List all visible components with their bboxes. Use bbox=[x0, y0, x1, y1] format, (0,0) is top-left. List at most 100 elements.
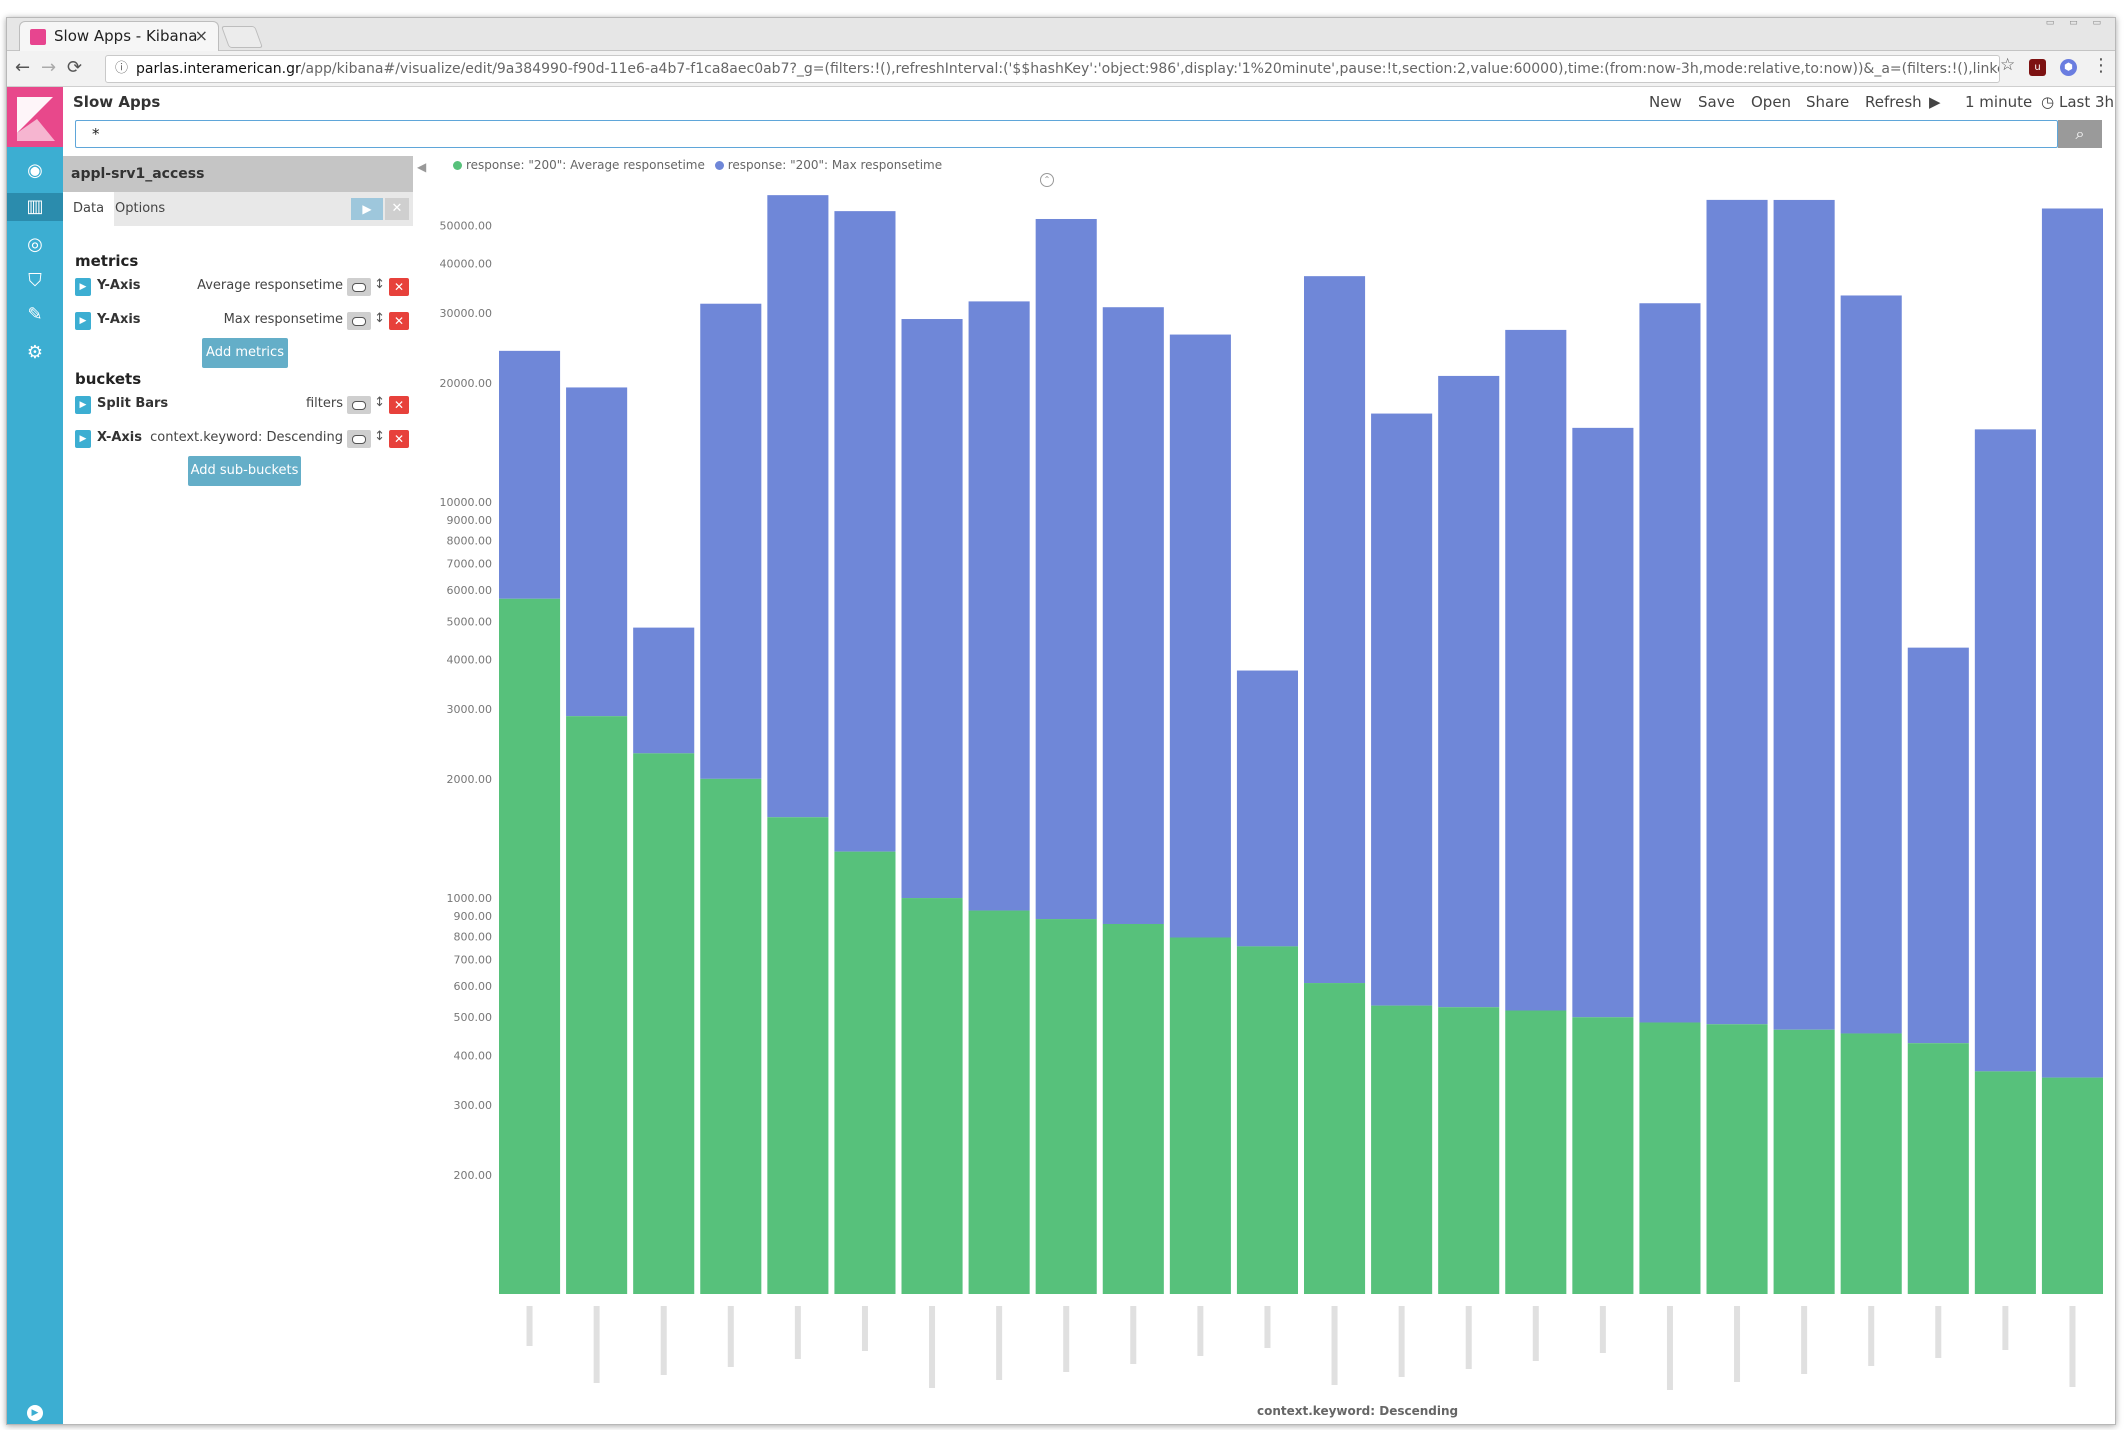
extension-icon[interactable]: ⬢ bbox=[2060, 59, 2077, 76]
drag-handle-icon[interactable]: ↕ bbox=[374, 277, 385, 292]
collapse-nav-icon[interactable]: ▶ bbox=[27, 1405, 43, 1421]
save-button[interactable]: Save bbox=[1698, 93, 1735, 111]
forward-icon[interactable]: → bbox=[41, 57, 57, 78]
toggle-icon[interactable] bbox=[347, 430, 371, 448]
bar-max-responsetime[interactable] bbox=[1035, 218, 1097, 920]
bar-average-responsetime[interactable] bbox=[1236, 946, 1298, 1294]
menu-icon[interactable]: ⋮ bbox=[2092, 55, 2110, 76]
tab-close-icon[interactable]: × bbox=[194, 26, 208, 45]
refresh-button[interactable]: Refresh bbox=[1865, 93, 1922, 111]
bar-max-responsetime[interactable] bbox=[1840, 295, 1902, 1034]
bar-max-responsetime[interactable] bbox=[2041, 208, 2103, 1078]
bar-average-responsetime[interactable] bbox=[1102, 923, 1164, 1294]
bar-max-responsetime[interactable] bbox=[1102, 307, 1164, 924]
bar-average-responsetime[interactable] bbox=[1907, 1043, 1969, 1294]
bucket-agg-row[interactable]: ▶ X-Axis context.keyword: Descending ↕ ✕ bbox=[75, 428, 409, 450]
bar-max-responsetime[interactable] bbox=[901, 319, 963, 899]
new-tab-button[interactable] bbox=[220, 26, 264, 48]
bar-max-responsetime[interactable] bbox=[633, 627, 695, 754]
bar-max-responsetime[interactable] bbox=[1773, 199, 1835, 1030]
drag-handle-icon[interactable]: ↕ bbox=[374, 429, 385, 444]
bucket-agg-row[interactable]: ▶ Split Bars filters ↕ ✕ bbox=[75, 394, 409, 416]
metric-agg-row[interactable]: ▶ Y-Axis Average responsetime ↕ ✕ bbox=[75, 276, 409, 298]
bar-average-responsetime[interactable] bbox=[834, 851, 896, 1294]
open-button[interactable]: Open bbox=[1751, 93, 1792, 111]
apply-changes-button[interactable]: ▶ bbox=[351, 198, 383, 220]
bar-average-responsetime[interactable] bbox=[1572, 1017, 1634, 1294]
query-input[interactable]: * bbox=[75, 120, 2058, 148]
toggle-icon[interactable] bbox=[347, 396, 371, 414]
bar-max-responsetime[interactable] bbox=[1706, 199, 1768, 1025]
bar-max-responsetime[interactable] bbox=[1907, 647, 1969, 1044]
url-field[interactable]: ⓘ parlas.interamerican.gr/app/kibana#/vis… bbox=[105, 55, 2000, 83]
back-icon[interactable]: ← bbox=[15, 57, 31, 78]
bar-max-responsetime[interactable] bbox=[1438, 375, 1500, 1008]
bar-max-responsetime[interactable] bbox=[968, 301, 1030, 911]
reload-icon[interactable]: ⟳ bbox=[67, 57, 83, 78]
ublock-icon[interactable]: u bbox=[2029, 59, 2046, 76]
bar-average-responsetime[interactable] bbox=[1974, 1071, 2036, 1294]
play-icon[interactable]: ▶ bbox=[1929, 93, 1941, 111]
legend-item-average[interactable]: response: "200": Average responsetime bbox=[453, 158, 705, 172]
bar-max-responsetime[interactable] bbox=[767, 195, 829, 818]
browser-tab[interactable]: Slow Apps - Kibana × bbox=[19, 21, 219, 51]
bar-average-responsetime[interactable] bbox=[767, 817, 829, 1294]
bar-average-responsetime[interactable] bbox=[1706, 1024, 1768, 1294]
bar-average-responsetime[interactable] bbox=[1371, 1005, 1433, 1294]
bar-max-responsetime[interactable] bbox=[499, 350, 561, 599]
visualize-icon[interactable]: ▥ bbox=[7, 193, 63, 221]
bar-max-responsetime[interactable] bbox=[1304, 276, 1366, 984]
bar-average-responsetime[interactable] bbox=[1304, 983, 1366, 1294]
bar-max-responsetime[interactable] bbox=[1236, 670, 1298, 947]
remove-icon[interactable]: ✕ bbox=[389, 430, 409, 448]
add-sub-buckets-button[interactable]: Add sub-buckets bbox=[188, 456, 301, 486]
bar-max-responsetime[interactable] bbox=[834, 211, 896, 852]
bar-average-responsetime[interactable] bbox=[968, 910, 1030, 1294]
search-icon[interactable]: ⌕ bbox=[2058, 120, 2102, 148]
expand-icon[interactable]: ▶ bbox=[75, 312, 91, 330]
bar-average-responsetime[interactable] bbox=[499, 598, 561, 1294]
drag-handle-icon[interactable]: ↕ bbox=[374, 311, 385, 326]
window-controls[interactable]: ▭ ▭ ▭ bbox=[2045, 18, 2107, 28]
bar-average-responsetime[interactable] bbox=[1169, 937, 1231, 1294]
drag-handle-icon[interactable]: ↕ bbox=[374, 395, 385, 410]
remove-icon[interactable]: ✕ bbox=[389, 278, 409, 296]
expand-icon[interactable]: ▶ bbox=[75, 278, 91, 296]
bar-average-responsetime[interactable] bbox=[700, 778, 762, 1294]
timelion-icon[interactable]: ⛉ bbox=[28, 270, 42, 291]
bar-max-responsetime[interactable] bbox=[1572, 427, 1634, 1018]
bar-max-responsetime[interactable] bbox=[1371, 413, 1433, 1006]
bar-average-responsetime[interactable] bbox=[1840, 1033, 1902, 1294]
star-icon[interactable]: ☆ bbox=[2000, 55, 2016, 75]
tab-options[interactable]: Options bbox=[115, 201, 166, 216]
bar-average-responsetime[interactable] bbox=[1438, 1007, 1500, 1294]
collapse-editor-icon[interactable]: ◀ bbox=[417, 160, 427, 174]
new-button[interactable]: New bbox=[1649, 93, 1682, 111]
bar-average-responsetime[interactable] bbox=[901, 898, 963, 1294]
timerange-picker[interactable]: Last 3h bbox=[2059, 93, 2115, 111]
toggle-icon[interactable] bbox=[347, 278, 371, 296]
bar-max-responsetime[interactable] bbox=[1169, 334, 1231, 938]
tab-data[interactable]: Data bbox=[63, 192, 115, 226]
metric-agg-row[interactable]: ▶ Y-Axis Max responsetime ↕ ✕ bbox=[75, 310, 409, 332]
share-button[interactable]: Share bbox=[1806, 93, 1850, 111]
bar-average-responsetime[interactable] bbox=[1773, 1029, 1835, 1294]
bar-average-responsetime[interactable] bbox=[633, 753, 695, 1294]
expand-icon[interactable]: ▶ bbox=[75, 396, 91, 414]
collapse-legend-icon[interactable]: ⌃ bbox=[1040, 173, 1054, 187]
bar-max-responsetime[interactable] bbox=[700, 303, 762, 779]
bar-average-responsetime[interactable] bbox=[566, 716, 628, 1294]
bar-max-responsetime[interactable] bbox=[1505, 329, 1567, 1011]
remove-icon[interactable]: ✕ bbox=[389, 312, 409, 330]
add-metrics-button[interactable]: Add metrics bbox=[202, 338, 288, 368]
settings-icon[interactable]: ⚙ bbox=[26, 342, 44, 363]
devtools-icon[interactable]: ✎ bbox=[27, 304, 43, 325]
remove-icon[interactable]: ✕ bbox=[389, 396, 409, 414]
interval-picker[interactable]: 1 minute bbox=[1965, 93, 2033, 111]
legend-item-max[interactable]: response: "200": Max responsetime bbox=[714, 158, 942, 172]
bar-average-responsetime[interactable] bbox=[1035, 919, 1097, 1294]
bar-average-responsetime[interactable] bbox=[1639, 1022, 1701, 1294]
bar-max-responsetime[interactable] bbox=[1974, 429, 2036, 1072]
info-icon[interactable]: ⓘ bbox=[115, 61, 129, 76]
expand-icon[interactable]: ▶ bbox=[75, 430, 91, 448]
